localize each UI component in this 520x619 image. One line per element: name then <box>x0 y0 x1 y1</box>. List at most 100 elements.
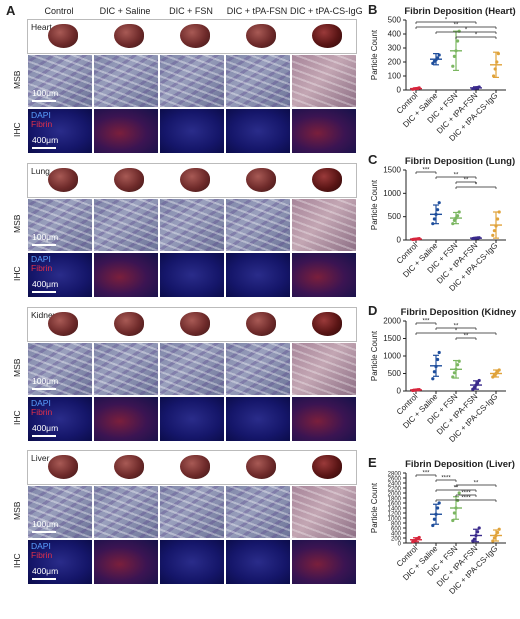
data-point <box>491 233 495 237</box>
data-point <box>432 517 436 521</box>
organ-label: Liver <box>31 453 50 463</box>
data-point <box>457 491 461 495</box>
panel-letter: C <box>368 152 378 167</box>
column-header-4: DIC + tPA-CS-IgG <box>290 6 363 16</box>
data-point <box>494 224 498 228</box>
data-point <box>437 53 441 57</box>
data-point <box>477 236 481 240</box>
data-point <box>477 85 481 89</box>
y-tick-label: 2800 <box>388 472 402 478</box>
ihc-stain-image: DAPI Fibrin 400μm <box>27 396 93 442</box>
y-tick-label: 1400 <box>388 507 402 513</box>
chart-d: D Fibrin Deposition (Kidney) Particle Coun… <box>368 303 516 444</box>
y-axis-label: Particle Count <box>370 29 379 80</box>
ihc-stain-image <box>93 252 159 298</box>
ihc-scale-label: 400μm <box>32 279 59 289</box>
data-point <box>417 388 421 392</box>
data-point <box>456 39 460 43</box>
panel-a-letter: A <box>6 3 16 18</box>
data-point <box>496 52 500 56</box>
data-point <box>437 201 441 205</box>
ihc-stain-image <box>225 252 291 298</box>
ihc-scale-label: 400μm <box>32 566 59 576</box>
data-point <box>476 381 480 385</box>
msb-row-label: MSB <box>12 70 22 90</box>
msb-stain-image <box>93 342 159 396</box>
msb-stain-image: 100μm <box>27 342 93 396</box>
data-point <box>474 533 478 538</box>
data-point <box>454 506 458 510</box>
data-point <box>431 222 435 226</box>
data-point <box>472 537 476 541</box>
significance-label: *** <box>422 168 430 174</box>
organ-photo <box>312 24 342 48</box>
dapi-label: DAPI <box>31 110 51 120</box>
organ-label: Lung <box>31 166 50 176</box>
msb-scale-bar <box>32 244 56 246</box>
data-point <box>417 237 421 241</box>
ihc-stain-image: DAPI Fibrin 400μm <box>27 539 93 585</box>
ihc-stain-image <box>225 396 291 442</box>
organ-photo <box>180 168 210 192</box>
chart-e: E Fibrin Deposition (Liver) Particle Count… <box>368 455 515 596</box>
significance-label: **** <box>461 491 471 497</box>
organ-photo <box>246 24 276 48</box>
fibrin-label: Fibrin <box>31 407 53 417</box>
data-point <box>431 523 435 528</box>
data-point <box>495 60 499 64</box>
msb-scale-label: 100μm <box>32 232 59 242</box>
ihc-scale-bar <box>32 147 56 149</box>
y-tick-label: 1000 <box>383 189 401 198</box>
y-tick-label: 1200 <box>388 512 402 518</box>
ihc-stain-image <box>93 539 159 585</box>
organ-photo <box>180 312 210 336</box>
msb-scale-bar <box>32 100 56 102</box>
data-point <box>452 218 456 222</box>
organ-photo <box>114 455 144 479</box>
organ-photo <box>48 24 78 48</box>
organ-photo <box>246 168 276 192</box>
y-tick-label: 600 <box>391 527 402 533</box>
column-header-3: DIC + tPA-FSN <box>226 6 288 16</box>
column-header-0: Control <box>44 6 74 16</box>
msb-row-label: MSB <box>12 501 22 521</box>
msb-stain-image <box>291 198 357 252</box>
msb-scale-bar <box>32 531 56 533</box>
data-point <box>431 377 435 381</box>
chart-title: Fibrin Deposition (Kidney) <box>401 307 516 318</box>
y-tick-label: 1500 <box>383 166 401 175</box>
ihc-scale-bar <box>32 435 56 437</box>
data-point <box>436 506 440 510</box>
y-tick-label: 2200 <box>388 487 402 493</box>
y-tick-label: 2000 <box>388 492 402 498</box>
column-header-2: DIC + FSN <box>169 6 213 16</box>
ihc-stain-image <box>93 108 159 154</box>
data-point <box>496 217 500 221</box>
y-axis-label: Particle Count <box>370 330 379 381</box>
ihc-stain-image <box>291 396 357 442</box>
msb-stain-image <box>225 198 291 252</box>
data-point <box>492 74 496 78</box>
significance-label: ** <box>454 173 459 179</box>
organ-photo <box>48 168 78 192</box>
y-tick-label: 500 <box>388 16 402 25</box>
data-point <box>432 217 436 221</box>
data-point <box>434 212 438 216</box>
data-point <box>496 530 500 535</box>
chart-title: Fibrin Deposition (Liver) <box>405 459 515 470</box>
data-point <box>457 359 461 363</box>
data-point <box>497 368 501 372</box>
organ-photo <box>312 312 342 336</box>
data-point <box>432 370 436 374</box>
data-point <box>417 535 421 540</box>
y-tick-label: 0 <box>397 86 402 95</box>
organ-photo-strip: Liver <box>27 450 357 485</box>
data-point <box>452 54 456 59</box>
organ-photo <box>114 312 144 336</box>
organ-photo <box>180 24 210 48</box>
ihc-stain-image <box>291 539 357 585</box>
ihc-stain-image: DAPI Fibrin 400μm <box>27 252 93 298</box>
msb-stain-image <box>93 54 159 108</box>
organ-photo <box>48 455 78 479</box>
ihc-stain-image <box>159 396 225 442</box>
